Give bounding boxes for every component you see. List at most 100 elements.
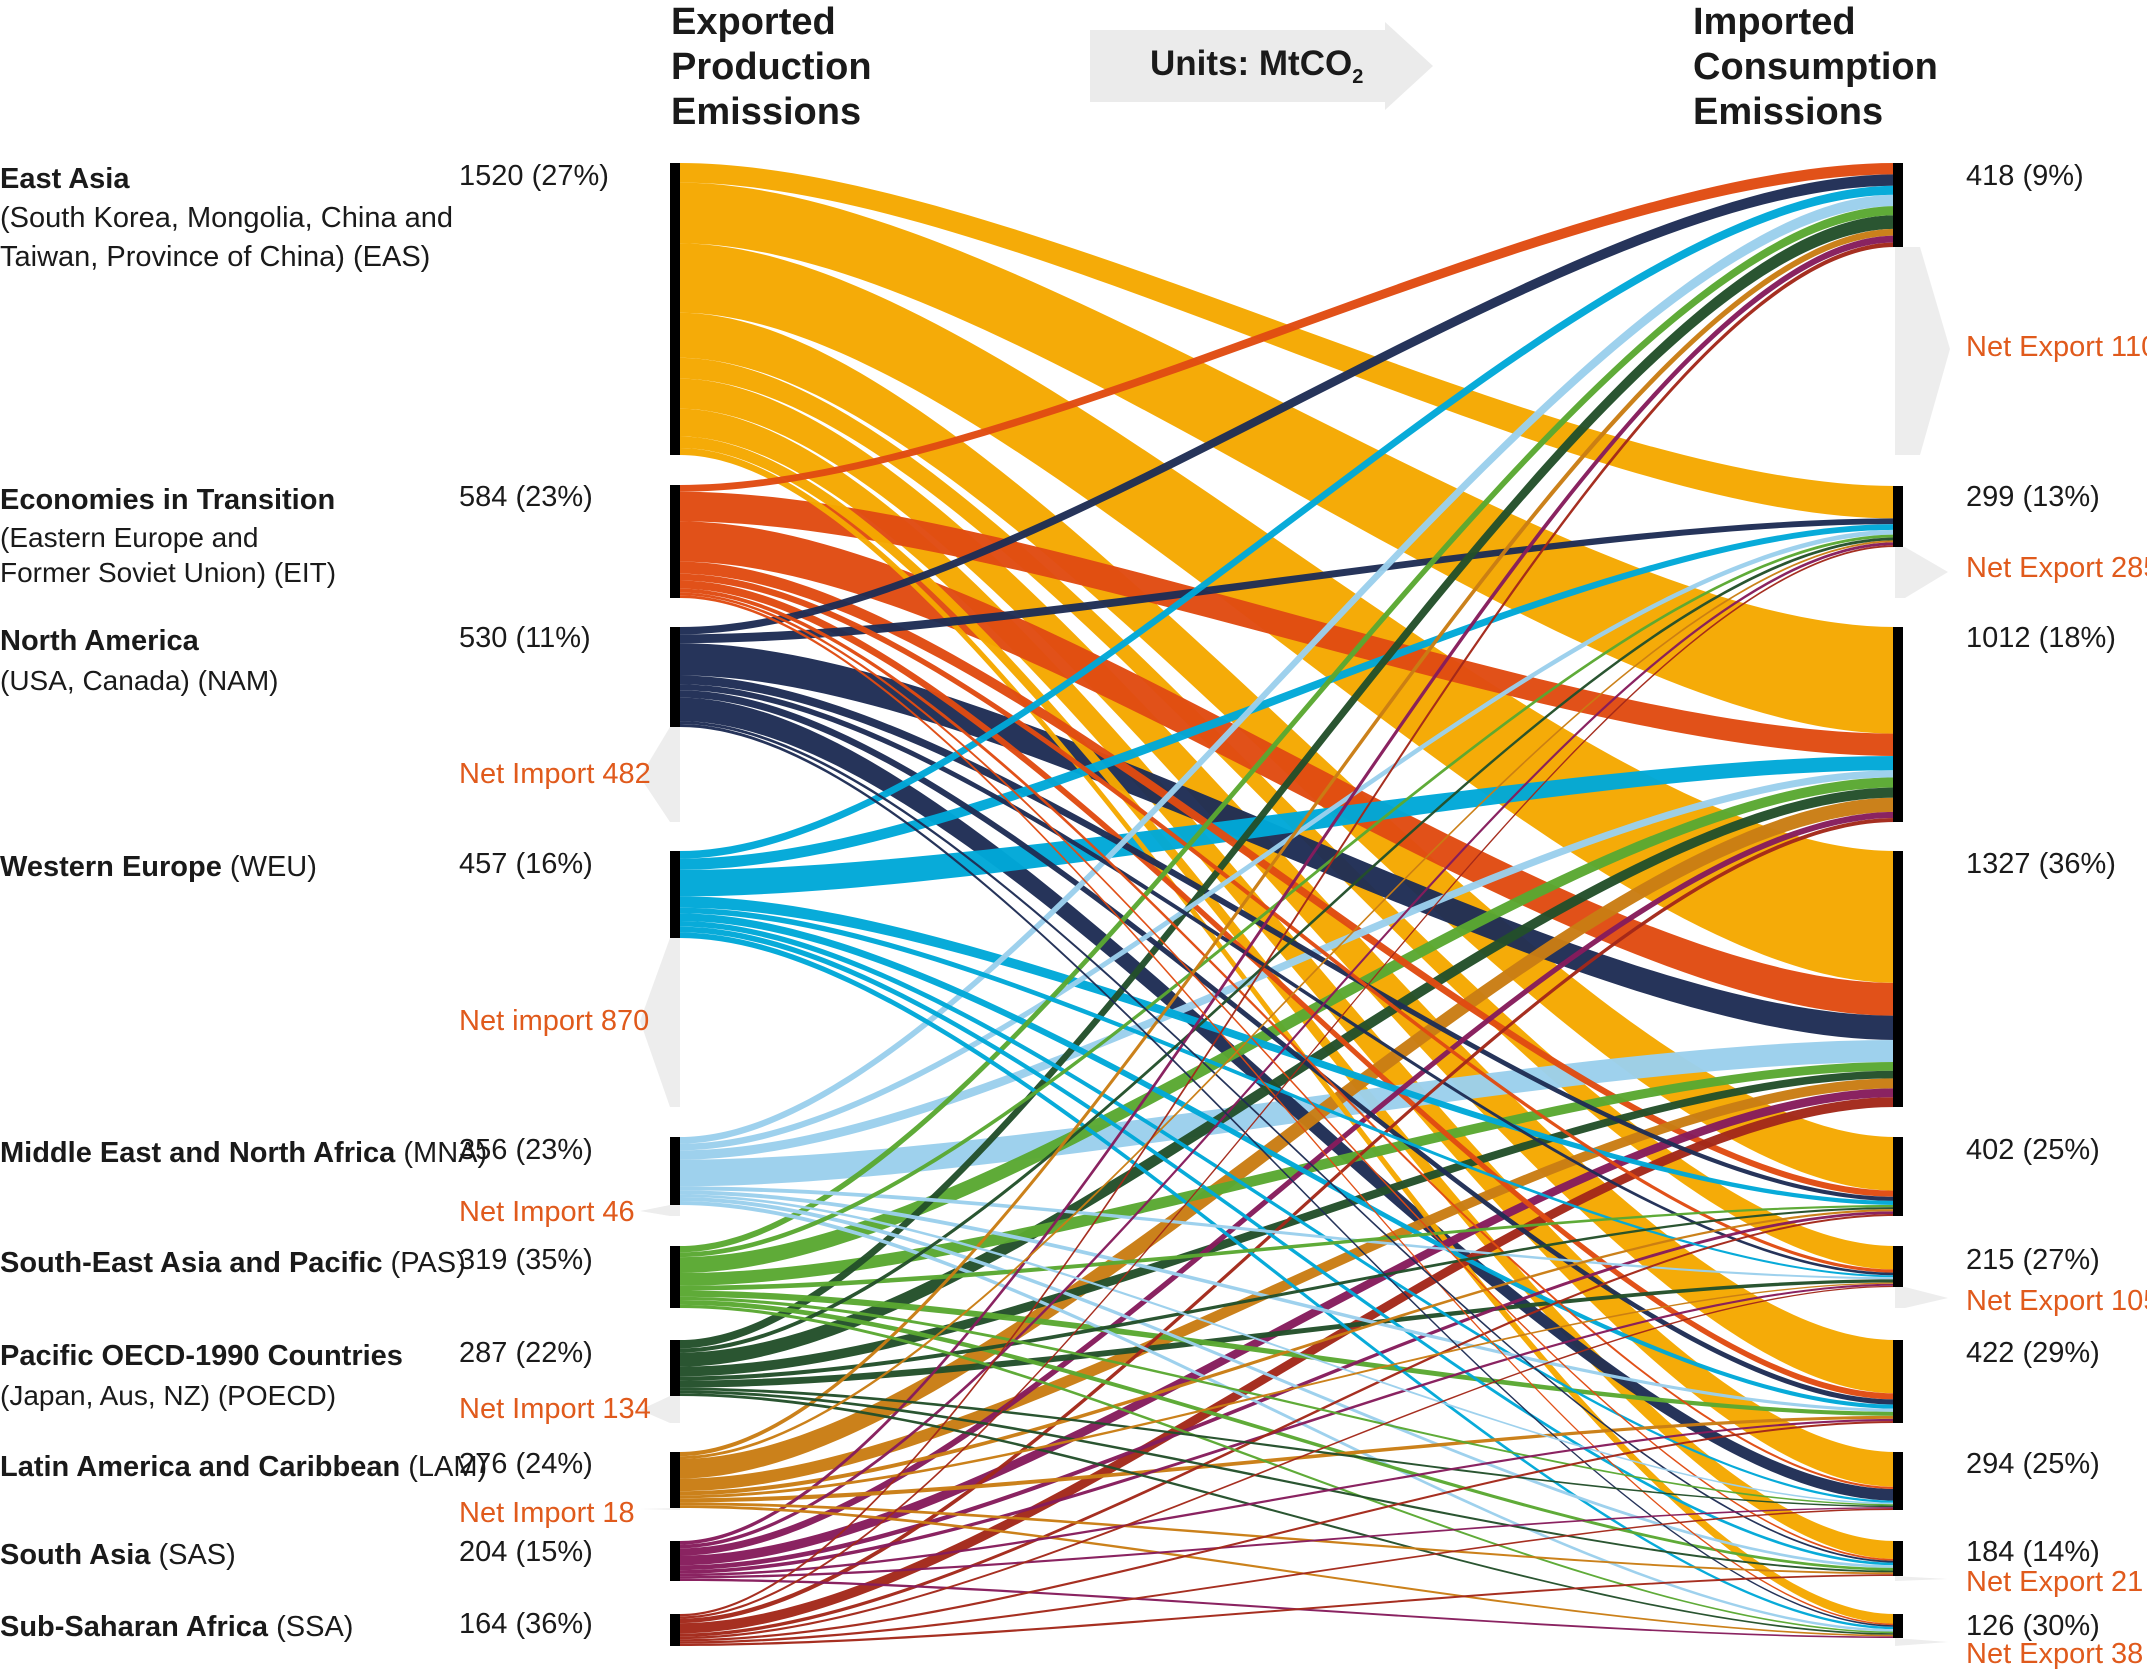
flow-lam-to-nam — [680, 797, 1895, 1479]
flow-eas-to-eit — [680, 163, 1895, 519]
export-bar-sas — [670, 1541, 680, 1581]
flow-mna-to-eas — [680, 194, 1895, 1144]
flow-pas-to-eas — [680, 206, 1895, 1253]
units-label: Units: MtCO2 — [1150, 44, 1364, 88]
flow-ssa-to-weu — [680, 1097, 1895, 1634]
flow-lam-to-ssa — [680, 1505, 1895, 1637]
export-bar-lam — [670, 1452, 680, 1508]
export-value-nam: 530 (11%) — [459, 622, 591, 654]
flow-pas-to-nam — [680, 777, 1895, 1274]
flow-pas-to-eit — [680, 534, 1895, 1258]
import-value-poecd: 422 (29%) — [1966, 1337, 2100, 1369]
import-bar-pas — [1893, 1246, 1903, 1287]
flow-nam-to-ssa — [680, 724, 1895, 1627]
exported-production-header: Exported Production Emissions — [671, 1, 872, 133]
import-bar-ssa — [1893, 1614, 1903, 1638]
flow-pas-to-ssa — [680, 1304, 1895, 1634]
export-bar-nam — [670, 627, 680, 727]
flow-lam-to-eit — [680, 540, 1895, 1459]
flow-sas-to-lam — [680, 1507, 1895, 1579]
flow-eit-to-ssa — [680, 595, 1895, 1626]
flow-nam-to-pas — [680, 684, 1895, 1276]
flow-lam-to-poecd — [680, 1415, 1895, 1503]
export-bar-weu — [670, 851, 680, 938]
import-value-eit: 299 (13%) — [1966, 481, 2100, 513]
net-arrow-mna — [640, 1205, 680, 1216]
flow-weu-to-nam — [680, 755, 1895, 897]
net-label-eas: Net Export 1102 — [1966, 331, 2147, 363]
flow-nam-to-sas — [680, 721, 1895, 1563]
flow-weu-to-poecd — [680, 913, 1895, 1409]
import-value-nam: 1012 (18%) — [1966, 622, 2116, 654]
flow-weu-to-eit — [680, 524, 1895, 870]
export-value-mna: 356 (23%) — [459, 1134, 593, 1166]
flow-weu-to-ssa — [680, 932, 1895, 1630]
region-label-pas: South-East Asia and Pacific (PAS) — [0, 1247, 466, 1279]
flow-poecd-to-eit — [680, 537, 1895, 1353]
net-label-sas: Net Export 21 — [1966, 1566, 2144, 1598]
flow-sas-to-eit — [680, 542, 1895, 1549]
export-bar-pas — [670, 1246, 680, 1308]
net-label-pas: Net Export 105 — [1966, 1285, 2147, 1317]
flow-ssa-to-mna — [680, 1213, 1895, 1637]
flow-eit-to-nam — [680, 491, 1895, 756]
export-bar-ssa — [670, 1614, 680, 1646]
flow-pas-to-lam — [680, 1296, 1895, 1506]
region-label-weu: Western Europe (WEU) — [0, 851, 317, 883]
net-balance-arrows — [640, 247, 1950, 1646]
import-value-pas: 215 (27%) — [1966, 1244, 2100, 1276]
net-label-eit: Net Export 285 — [1966, 552, 2147, 584]
import-value-ssa: 126 (30%) — [1966, 1610, 2100, 1642]
region-label-lam: Latin America and Caribbean (LAM) — [0, 1451, 488, 1483]
flow-mna-to-poecd — [680, 1190, 1895, 1412]
flow-eit-to-lam — [680, 588, 1895, 1489]
net-arrow-eas — [1895, 247, 1950, 455]
flow-lam-to-eas — [680, 228, 1895, 1457]
export-value-eit: 584 (23%) — [459, 481, 593, 513]
export-value-eas: 1520 (27%) — [459, 160, 609, 192]
import-bar-eit — [1893, 486, 1903, 547]
net-label-mna: Net Import 46 — [459, 1196, 635, 1228]
flow-pas-to-weu — [680, 1061, 1895, 1286]
flow-sas-to-ssa — [680, 1578, 1895, 1638]
flow-ssa-to-eit — [680, 545, 1895, 1619]
import-bar-mna — [1893, 1137, 1903, 1216]
flow-ssa-to-lam — [680, 1508, 1895, 1644]
flow-lam-to-weu — [680, 1078, 1895, 1492]
flow-lam-to-mna — [680, 1209, 1895, 1496]
flow-mna-to-eit — [680, 529, 1895, 1151]
region-label-sas: South Asia (SAS) — [0, 1539, 236, 1571]
flow-weu-to-eas — [680, 185, 1895, 859]
units-arrow — [1090, 22, 1433, 110]
net-arrow-nam — [640, 727, 680, 822]
export-value-pas: 319 (35%) — [459, 1244, 593, 1276]
region-label-eas: East Asia (South Korea, Mongolia, China … — [0, 163, 454, 273]
net-arrow-sas — [1895, 1576, 1948, 1581]
flow-mna-to-ssa — [680, 1201, 1895, 1632]
flow-eit-to-poecd — [680, 580, 1895, 1400]
import-bar-lam — [1893, 1452, 1903, 1510]
region-label-poecd: Pacific OECD-1990 Countries (Japan, Aus,… — [0, 1340, 403, 1411]
import-bar-sas — [1893, 1541, 1903, 1576]
flow-nam-to-poecd — [680, 690, 1895, 1405]
region-label-eit: Economies in Transition (Eastern Europe … — [0, 484, 337, 588]
import-bar-eas — [1893, 163, 1903, 247]
flow-eit-to-weu — [680, 521, 1895, 1016]
flow-poecd-to-lam — [680, 1387, 1895, 1508]
flow-ribbons — [680, 163, 1895, 1646]
export-value-sas: 204 (15%) — [459, 1536, 593, 1568]
export-value-weu: 457 (16%) — [459, 848, 593, 880]
import-value-eas: 418 (9%) — [1966, 160, 2084, 192]
export-value-lam: 276 (24%) — [459, 1448, 593, 1480]
flow-eit-to-sas — [680, 592, 1895, 1561]
import-value-weu: 1327 (36%) — [1966, 848, 2116, 880]
net-arrow-ssa — [1895, 1638, 1948, 1646]
net-label-nam: Net Import 482 — [459, 758, 651, 790]
flow-poecd-to-eas — [680, 215, 1895, 1349]
flow-sas-to-weu — [680, 1088, 1895, 1566]
flow-pas-to-sas — [680, 1300, 1895, 1571]
flow-weu-to-lam — [680, 920, 1895, 1503]
import-value-lam: 294 (25%) — [1966, 1448, 2100, 1480]
import-value-sas: 184 (14%) — [1966, 1536, 2100, 1568]
